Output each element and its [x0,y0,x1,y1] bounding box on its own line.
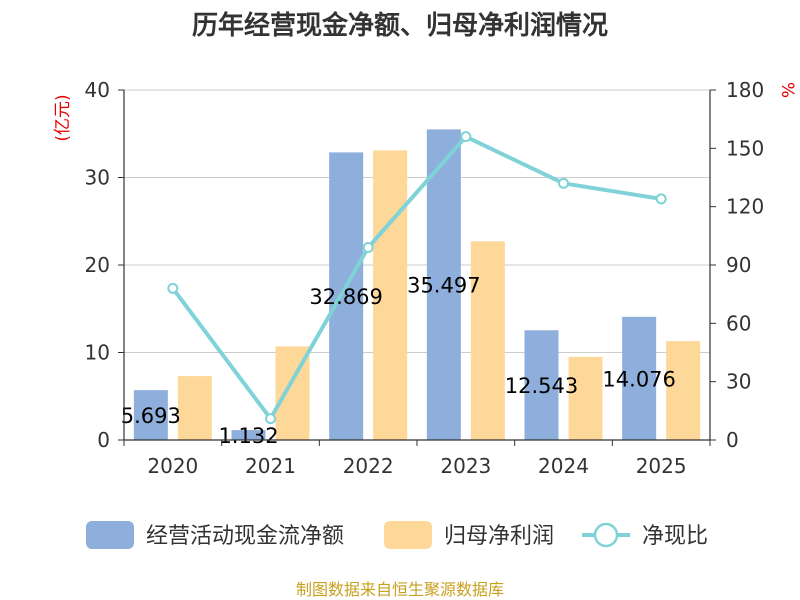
net-profit-bar [373,150,408,440]
right-axis-label: % [777,82,797,98]
x-tick-label: 2024 [538,454,589,478]
right-tick-label: 30 [726,370,751,394]
cashflow-bar [622,316,657,440]
x-tick-label: 2023 [440,454,491,478]
ratio-point [655,193,667,205]
net-profit-bar [568,356,603,440]
right-tick-label: 150 [726,136,764,160]
legend-ratio-label: 净现比 [642,524,708,549]
source-note: 制图数据来自恒生聚源数据库 [296,580,504,599]
cashflow-bar-label: 1.132 [218,424,278,448]
bar-labels: 5.693 1.132 32.869 35.497 12.543 14.076 [121,274,676,448]
cashflow-bar-label: 12.543 [505,374,578,398]
cashflow-bar-label: 35.497 [407,274,480,298]
legend: 经营活动现金流净额 归母净利润 净现比 [86,521,708,549]
net-profit-bar [470,241,505,440]
x-tick-label: 2021 [245,454,296,478]
right-tick-label: 120 [726,195,764,219]
cashflow-bar [524,330,559,440]
legend-cashflow-label: 经营活动现金流净额 [146,524,344,549]
legend-net-profit-swatch [384,521,432,549]
x-tick-label: 2020 [147,454,198,478]
left-tick-label: 30 [85,166,110,190]
cashflow-bar-label: 32.869 [309,285,382,309]
cashflow-bar [133,390,168,440]
legend-cashflow-swatch [86,521,134,549]
right-tick-label: 60 [726,311,751,335]
right-tick-label: 0 [726,428,739,452]
right-tick-label: 90 [726,253,751,277]
ratio-point [167,282,179,294]
left-axis-label: (亿元) [53,94,73,141]
left-tick-label: 10 [85,341,110,365]
grid-lines [124,89,710,353]
cashflow-bar-label: 5.693 [121,404,181,428]
left-tick-label: 40 [85,78,110,102]
ratio-line [167,131,667,425]
axes: 0 10 20 30 40 0 30 60 90 120 150 180 2020 2021 2022 202… [85,78,765,478]
cashflow-bar [426,129,461,440]
left-tick-label: 0 [97,428,110,452]
cashflow-bar [329,152,364,441]
ratio-point [265,413,276,425]
x-tick-label: 2022 [343,454,394,478]
cashflow-bar [231,430,266,440]
ratio-point [460,131,472,143]
ratio-point [558,177,569,189]
left-tick-label: 20 [85,253,110,277]
ratio-line-path [171,134,662,421]
right-tick-label: 180 [726,78,764,102]
cashflow-bar-label: 14.076 [602,367,675,391]
legend-ratio-swatch-marker [593,522,619,548]
net-profit-bar [666,341,701,440]
ratio-point [362,242,374,253]
chart-title: 历年经营现金净额、归母净利润情况 [192,10,608,41]
legend-net-profit-label: 归母净利润 [444,524,554,549]
net-profit-bar [177,376,212,440]
x-tick-label: 2025 [636,454,687,478]
